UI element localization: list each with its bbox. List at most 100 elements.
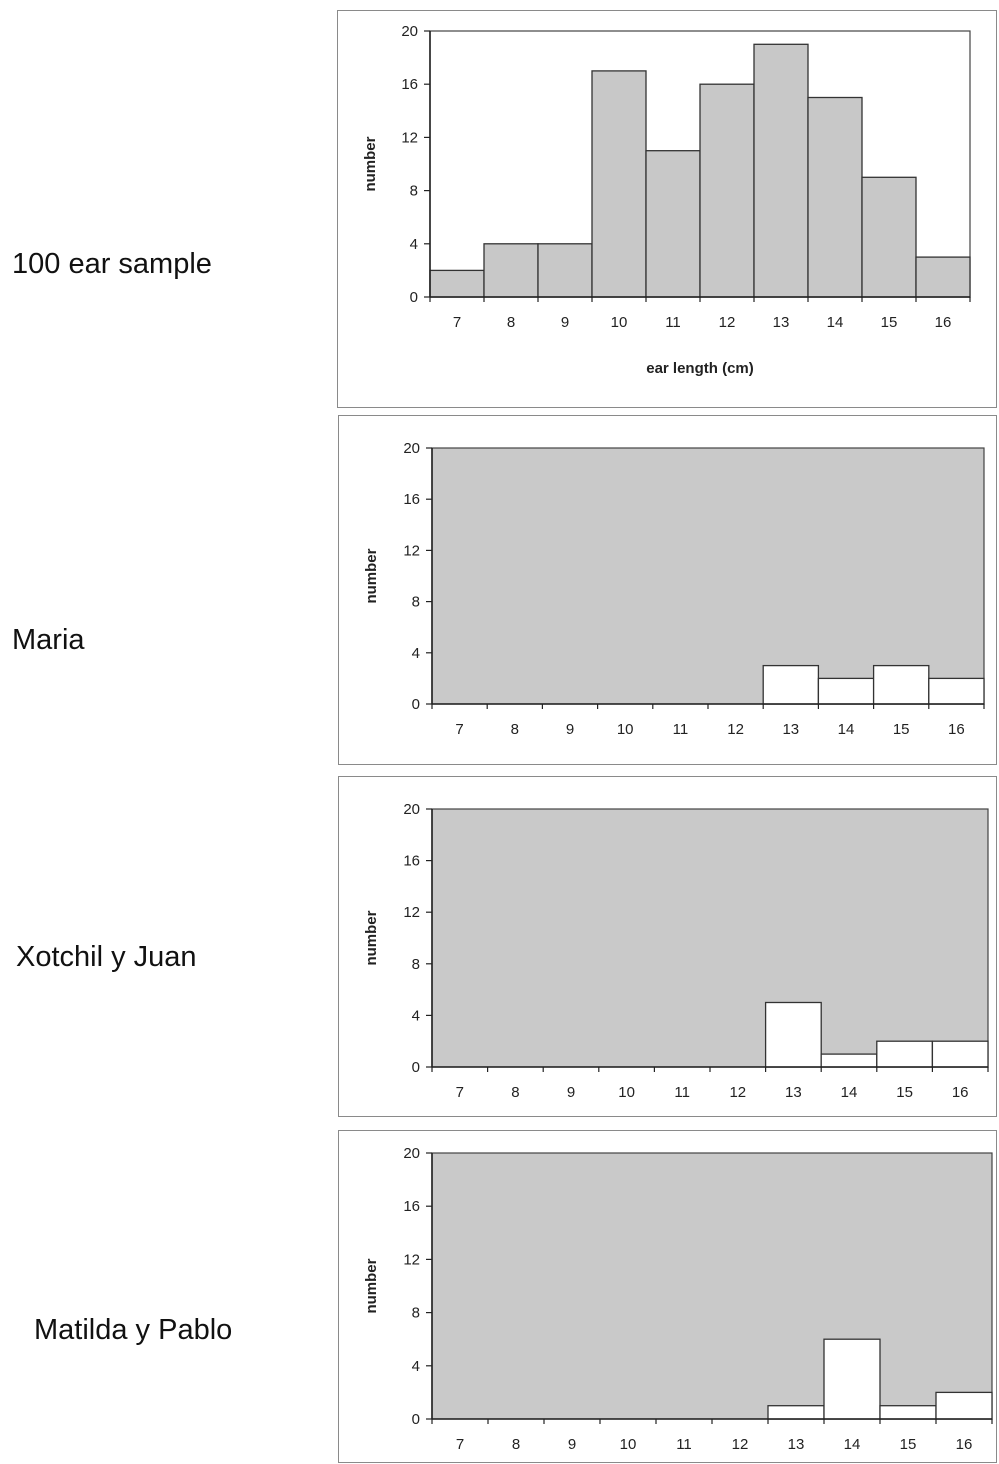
x-tick-label-13: 13 — [785, 1084, 802, 1101]
chart-svg-matilda-y-pablo: 0 4 8 12 16 20 7 8 9 10 11 12 13 14 15 16 number — [363, 1145, 993, 1453]
y-axis-title: number — [362, 136, 379, 191]
y-axis-title: number — [363, 548, 380, 603]
y-tick-label: 12 — [403, 904, 420, 921]
bar-11 — [645, 150, 701, 298]
bar-14 — [817, 677, 875, 705]
y-tick-label: 12 — [401, 129, 418, 146]
x-tick-label-12: 12 — [719, 314, 736, 331]
x-tick-label-13: 13 — [788, 1436, 805, 1453]
y-tick-label: 20 — [403, 1145, 420, 1162]
chart-panel-matilda-y-pablo: 0 4 8 12 16 20 7 8 9 10 11 12 13 14 15 16 number — [338, 1130, 997, 1463]
row-label-xotchil-y-juan: Xotchil y Juan — [16, 941, 197, 973]
x-tick-label-11: 11 — [676, 1436, 692, 1453]
y-axis-title: number — [363, 1258, 380, 1313]
x-tick-label-16: 16 — [948, 721, 965, 738]
y-tick-label: 16 — [403, 1198, 420, 1215]
x-tick-label-15: 15 — [900, 1436, 917, 1453]
x-axis-title: ear length (cm) — [646, 360, 754, 377]
bar-13 — [762, 664, 820, 705]
x-tick-label-11: 11 — [674, 1084, 690, 1101]
x-tick-label-9: 9 — [568, 1436, 576, 1453]
bar-12 — [699, 83, 755, 298]
x-tick-label-8: 8 — [511, 721, 519, 738]
bar-13 — [764, 1001, 822, 1068]
x-tick-label-7: 7 — [456, 1436, 464, 1453]
row-label-maria: Maria — [12, 624, 85, 656]
x-tick-label-16: 16 — [952, 1084, 969, 1101]
bar-14 — [820, 1053, 878, 1068]
y-tick-label: 4 — [412, 1358, 420, 1375]
y-tick-label: 0 — [412, 1059, 420, 1076]
x-tick-label-10: 10 — [620, 1436, 637, 1453]
chart-svg-100-ear-sample: 0 4 8 12 16 20 7 8 9 10 11 12 13 14 15 16 number ear leng… — [362, 23, 971, 377]
x-tick-label-15: 15 — [893, 721, 910, 738]
y-tick-label: 8 — [412, 956, 420, 973]
x-tick-label-7: 7 — [455, 721, 463, 738]
x-tick-label-14: 14 — [841, 1084, 858, 1101]
x-tick-label-13: 13 — [782, 721, 799, 738]
bar-8 — [483, 243, 539, 298]
x-tick-label-14: 14 — [827, 314, 844, 331]
x-tick-label-9: 9 — [566, 721, 574, 738]
y-tick-label: 16 — [403, 853, 420, 870]
bar-16 — [915, 256, 971, 298]
x-tick-label-12: 12 — [727, 721, 744, 738]
bar-7 — [429, 269, 485, 298]
x-tick-label-16: 16 — [956, 1436, 973, 1453]
plot-area — [431, 808, 989, 1068]
x-tick-label-11: 11 — [673, 721, 689, 738]
bar-15 — [861, 176, 917, 298]
bar-16 — [935, 1391, 993, 1420]
bar-13 — [753, 43, 809, 298]
y-tick-label: 8 — [410, 183, 418, 200]
x-tick-label-8: 8 — [507, 314, 515, 331]
x-tick-label-9: 9 — [561, 314, 569, 331]
y-tick-label: 0 — [410, 289, 418, 306]
x-tick-label-10: 10 — [617, 721, 634, 738]
row-label-matilda-y-pablo: Matilda y Pablo — [34, 1314, 233, 1346]
y-tick-label: 20 — [403, 440, 420, 457]
y-axis-title: number — [363, 910, 380, 965]
x-tick-label-9: 9 — [567, 1084, 575, 1101]
x-tick-label-12: 12 — [729, 1084, 746, 1101]
x-tick-label-8: 8 — [511, 1084, 519, 1101]
y-tick-label: 4 — [410, 236, 418, 253]
x-tick-label-10: 10 — [618, 1084, 635, 1101]
bar-10 — [591, 70, 647, 298]
y-tick-label: 8 — [412, 594, 420, 611]
bar-15 — [872, 664, 930, 705]
x-tick-label-15: 15 — [881, 314, 898, 331]
bar-15 — [879, 1405, 937, 1420]
x-tick-label-16: 16 — [935, 314, 952, 331]
x-tick-label-7: 7 — [456, 1084, 464, 1101]
chart-svg-maria: 0 4 8 12 16 20 7 8 9 10 11 12 13 14 15 16 number — [363, 440, 985, 738]
chart-svg-xotchil-y-juan: 0 4 8 12 16 20 7 8 9 10 11 12 13 14 15 16 number — [363, 801, 989, 1101]
x-tick-label-7: 7 — [453, 314, 461, 331]
bar-16 — [928, 677, 985, 705]
x-tick-label-11: 11 — [665, 314, 681, 331]
plot-area — [431, 447, 985, 705]
plot-area — [431, 1152, 993, 1420]
x-tick-label-13: 13 — [773, 314, 790, 331]
y-tick-label: 12 — [403, 1251, 420, 1268]
y-tick-label: 0 — [412, 1411, 420, 1428]
bar-16 — [931, 1040, 989, 1068]
y-tick-label: 16 — [401, 76, 418, 93]
y-tick-label: 4 — [412, 1007, 420, 1024]
bar-14 — [823, 1338, 881, 1420]
x-tick-label-15: 15 — [896, 1084, 913, 1101]
y-tick-label: 20 — [403, 801, 420, 818]
y-tick-label: 12 — [403, 542, 420, 559]
x-tick-label-14: 14 — [838, 721, 855, 738]
x-tick-label-12: 12 — [732, 1436, 749, 1453]
bar-15 — [876, 1040, 934, 1068]
y-tick-label: 8 — [412, 1305, 420, 1322]
x-tick-label-10: 10 — [611, 314, 628, 331]
y-tick-label: 4 — [412, 645, 420, 662]
y-tick-label: 0 — [412, 696, 420, 713]
bar-9 — [537, 243, 593, 298]
x-tick-label-14: 14 — [844, 1436, 861, 1453]
bar-13 — [767, 1405, 825, 1420]
chart-panel-xotchil-y-juan: 0 4 8 12 16 20 7 8 9 10 11 12 13 14 15 16 number — [338, 776, 997, 1117]
chart-panel-maria: 0 4 8 12 16 20 7 8 9 10 11 12 13 14 15 16 number — [338, 415, 997, 765]
